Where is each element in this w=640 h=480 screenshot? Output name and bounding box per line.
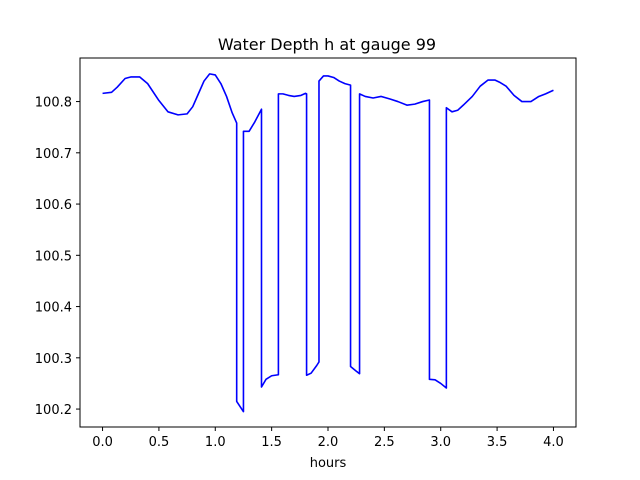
y-axis: 100.2 100.3 100.4 100.5 100.6 100.7 100.8 <box>35 96 80 418</box>
x-tick-label: 3.0 <box>430 435 451 450</box>
x-axis-label: hours <box>310 456 347 471</box>
x-tick-label: 0.0 <box>92 435 113 450</box>
x-tick-label: 3.5 <box>487 435 508 450</box>
y-tick-label: 100.3 <box>35 352 72 367</box>
series-line-0 <box>102 73 554 413</box>
x-axis: 0.0 0.5 1.0 1.5 2.0 2.5 3.0 3.5 4.0 <box>92 427 564 450</box>
y-tick-label: 100.5 <box>35 249 72 264</box>
y-tick-label: 100.8 <box>35 96 72 111</box>
chart-title: Water Depth h at gauge 99 <box>218 35 436 54</box>
x-tick-label: 1.5 <box>261 435 282 450</box>
y-tick-label: 100.7 <box>35 147 72 162</box>
x-tick-label: 1.0 <box>205 435 226 450</box>
series-line-group <box>102 73 554 413</box>
x-tick-label: 0.5 <box>149 435 170 450</box>
plot-frame <box>79 57 577 428</box>
x-tick-label: 2.5 <box>374 435 395 450</box>
x-tick-label: 4.0 <box>543 435 564 450</box>
x-tick-label: 2.0 <box>318 435 339 450</box>
y-tick-label: 100.2 <box>35 403 72 418</box>
y-tick-label: 100.4 <box>35 301 72 316</box>
y-tick-label: 100.6 <box>35 198 72 213</box>
